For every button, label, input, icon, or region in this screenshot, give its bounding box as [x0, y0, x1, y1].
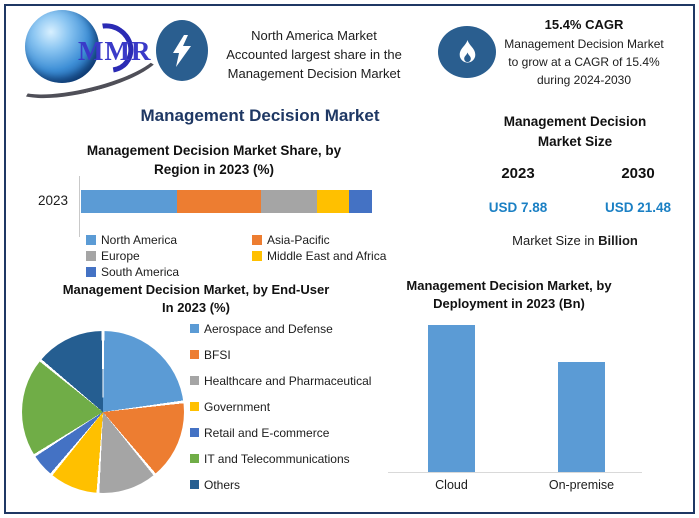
legend-label: BFSI [204, 347, 231, 362]
legend-label: Europe [101, 249, 140, 263]
deployment-chart-title-line: Deployment in 2023 (Bn) [433, 296, 585, 311]
legend-label: Asia-Pacific [267, 233, 330, 247]
legend-label: Aerospace and Defense [204, 321, 333, 336]
left-callout-text: North America Market Accounted largest s… [222, 26, 406, 83]
legend-item: North America [86, 232, 252, 248]
infographic-border [4, 4, 695, 514]
cagr-line: during 2024-2030 [536, 73, 632, 87]
deployment-category-label: Cloud [435, 478, 468, 492]
deployment-bar-on-premise [558, 362, 605, 472]
deployment-bar-cloud [428, 325, 475, 472]
market-size-value: USD 21.48 [604, 200, 672, 215]
footnote-regular: Market Size in [512, 233, 599, 248]
legend-label: North America [101, 233, 178, 247]
region-bar-segment-3 [261, 190, 317, 213]
legend-swatch [190, 350, 199, 359]
legend-swatch [190, 454, 199, 463]
legend-item: South America [86, 264, 252, 280]
legend-swatch [86, 235, 96, 245]
legend-swatch [190, 402, 199, 411]
region-category-label: 2023 [37, 193, 69, 208]
region-chart-title-line: Region in 2023 (%) [153, 162, 275, 177]
legend-item: Healthcare and Pharmaceutical [190, 372, 371, 389]
legend-label: Middle East and Africa [267, 249, 387, 263]
legend-item: IT and Telecommunications [190, 450, 371, 467]
region-bar-segment-2 [177, 190, 262, 213]
market-size-value: USD 7.88 [488, 200, 548, 215]
left-callout-line: Accounted largest share in the [226, 47, 402, 62]
market-size-years: 2023 2030 [463, 165, 693, 182]
legend-swatch [190, 480, 199, 489]
region-legend: North America Asia-Pacific Europe Middle Ea… [86, 232, 396, 280]
page-title: Management Decision Market [140, 106, 380, 125]
legend-swatch [86, 267, 96, 277]
end-user-legend: Aerospace and Defense BFSI Healthcare and … [190, 320, 371, 493]
globe-icon [25, 10, 99, 83]
legend-swatch [252, 251, 262, 261]
cagr-line: Management Decision Market [504, 37, 664, 51]
market-size-values: USD 7.88 USD 21.48 [463, 200, 693, 215]
region-bar-segment-4 [316, 190, 349, 213]
left-callout-line: North America Market [251, 28, 377, 43]
market-size-footnote: Market Size in Billion [455, 233, 695, 248]
market-size-title: Management Decision Market Size [450, 112, 699, 152]
market-size-title-line: Management Decision [503, 114, 647, 129]
end-user-chart-title: Management Decision Market, by End-User … [16, 281, 376, 317]
legend-item: Retail and E-commerce [190, 424, 371, 441]
legend-item: Europe [86, 248, 252, 264]
flame-icon [438, 26, 496, 78]
legend-label: Retail and E-commerce [204, 425, 330, 440]
deployment-axis-line [388, 472, 642, 473]
legend-swatch [190, 324, 199, 333]
region-stacked-bar [81, 190, 373, 213]
cagr-line: to grow at a CAGR of 15.4% [508, 55, 660, 69]
legend-label: Government [204, 399, 271, 414]
market-size-year: 2023 [501, 165, 535, 182]
legend-label: Healthcare and Pharmaceutical [204, 373, 372, 388]
deployment-plot: Cloud On-premise [388, 282, 650, 496]
mmr-logo: MMR [6, 6, 168, 110]
market-size-title-line: Market Size [537, 134, 613, 149]
deployment-chart-title: Management Decision Market, by Deploymen… [384, 277, 634, 313]
deployment-category-label: On-premise [548, 478, 615, 492]
legend-label: IT and Telecommunications [204, 451, 350, 466]
market-size-year: 2030 [621, 165, 655, 182]
legend-swatch [252, 235, 262, 245]
deployment-chart-title-line: Management Decision Market, by [406, 278, 612, 293]
region-chart-title-line: Management Decision Market Share, by [86, 143, 342, 158]
end-user-chart-title-line: In 2023 (%) [162, 300, 230, 315]
legend-item: Asia-Pacific [252, 232, 396, 248]
region-bar-segment-1 [81, 190, 178, 213]
legend-swatch [190, 428, 199, 437]
lightning-bolt-glyph [173, 34, 191, 67]
right-callout-text: 15.4% CAGR Management Decision Market to… [490, 17, 678, 89]
legend-item: Government [190, 398, 371, 415]
legend-item: Others [190, 476, 371, 493]
end-user-chart-title-line: Management Decision Market, by End-User [62, 282, 330, 297]
left-callout-line: Management Decision Market [227, 66, 401, 81]
legend-item: Aerospace and Defense [190, 320, 371, 337]
legend-item: BFSI [190, 346, 371, 363]
cagr-heading: 15.4% CAGR [544, 17, 624, 32]
legend-item: Middle East and Africa [252, 248, 396, 264]
legend-swatch [86, 251, 96, 261]
flame-glyph [459, 39, 475, 63]
end-user-pie [22, 331, 184, 493]
region-bar-segment-5 [348, 190, 373, 213]
legend-swatch [190, 376, 199, 385]
logo-text: MMR [78, 36, 152, 66]
lightning-icon [156, 20, 208, 81]
region-chart-axis [79, 176, 80, 237]
legend-label: South America [101, 265, 180, 279]
legend-label: Others [204, 477, 241, 492]
region-chart-title: Management Decision Market Share, by Reg… [54, 141, 374, 179]
footnote-bold: Billion [598, 233, 638, 248]
